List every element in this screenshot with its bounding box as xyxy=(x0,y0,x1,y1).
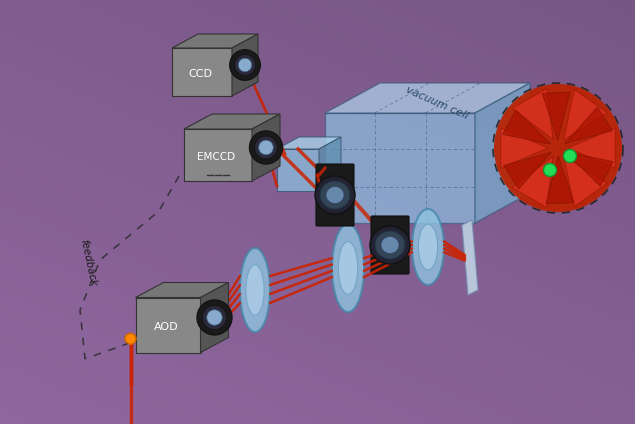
Text: feedback: feedback xyxy=(78,239,98,287)
Polygon shape xyxy=(546,156,574,204)
Polygon shape xyxy=(135,282,229,298)
Circle shape xyxy=(230,50,260,81)
Circle shape xyxy=(234,54,255,75)
Circle shape xyxy=(544,164,556,176)
Polygon shape xyxy=(462,220,478,295)
Circle shape xyxy=(238,58,251,72)
Circle shape xyxy=(258,140,273,155)
Ellipse shape xyxy=(338,242,358,294)
Circle shape xyxy=(203,305,227,329)
Circle shape xyxy=(207,310,222,325)
Ellipse shape xyxy=(332,224,364,312)
Polygon shape xyxy=(201,282,229,352)
Polygon shape xyxy=(184,129,252,181)
Circle shape xyxy=(197,300,232,335)
Polygon shape xyxy=(565,152,613,186)
Circle shape xyxy=(250,131,283,164)
Circle shape xyxy=(563,150,577,162)
Polygon shape xyxy=(252,114,280,181)
Polygon shape xyxy=(277,149,319,191)
FancyBboxPatch shape xyxy=(371,216,409,274)
Polygon shape xyxy=(475,83,530,223)
Ellipse shape xyxy=(240,248,270,332)
Polygon shape xyxy=(232,34,258,96)
Text: CCD: CCD xyxy=(188,69,212,79)
Text: AOD: AOD xyxy=(154,322,178,332)
Ellipse shape xyxy=(315,176,355,214)
Ellipse shape xyxy=(412,209,444,285)
Text: vacuum cell: vacuum cell xyxy=(404,85,470,121)
Ellipse shape xyxy=(370,226,410,264)
Polygon shape xyxy=(462,220,478,295)
Polygon shape xyxy=(277,137,341,149)
Polygon shape xyxy=(135,298,201,352)
Circle shape xyxy=(125,333,136,344)
Text: EMCCD: EMCCD xyxy=(197,152,235,162)
Polygon shape xyxy=(564,89,607,140)
Polygon shape xyxy=(564,156,607,206)
FancyBboxPatch shape xyxy=(316,164,354,226)
Polygon shape xyxy=(512,156,553,207)
Ellipse shape xyxy=(326,187,344,204)
Polygon shape xyxy=(565,107,612,144)
Polygon shape xyxy=(325,113,475,223)
Polygon shape xyxy=(568,128,615,168)
Polygon shape xyxy=(503,110,551,144)
Ellipse shape xyxy=(381,237,399,254)
Polygon shape xyxy=(172,48,232,96)
Polygon shape xyxy=(184,114,280,129)
Polygon shape xyxy=(172,34,258,48)
Polygon shape xyxy=(512,89,553,139)
Ellipse shape xyxy=(418,224,438,270)
Circle shape xyxy=(255,136,277,159)
Ellipse shape xyxy=(246,265,264,315)
Ellipse shape xyxy=(375,231,405,259)
Polygon shape xyxy=(319,137,341,191)
Polygon shape xyxy=(504,152,551,189)
Polygon shape xyxy=(542,92,570,140)
Circle shape xyxy=(494,84,622,212)
Ellipse shape xyxy=(320,181,350,209)
Polygon shape xyxy=(501,128,548,168)
Polygon shape xyxy=(325,83,530,113)
